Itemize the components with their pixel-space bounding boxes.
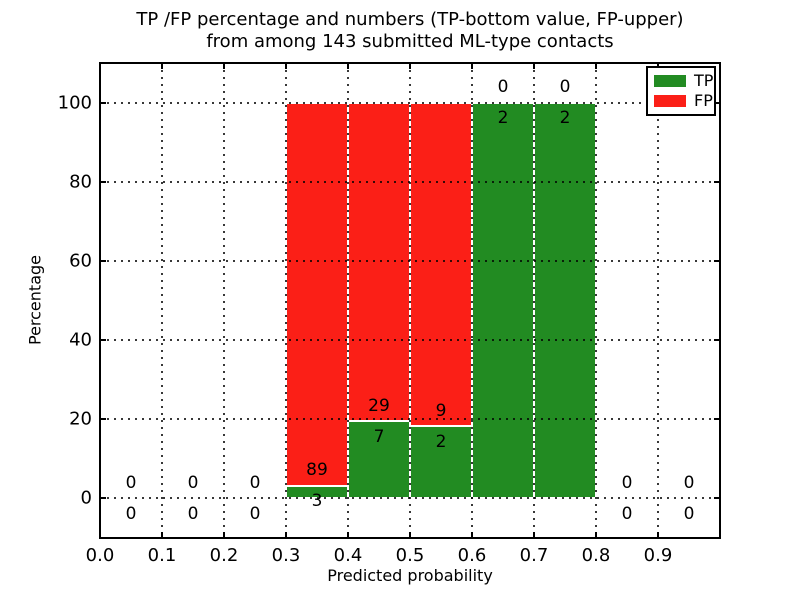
x-tick-bottom-1	[719, 532, 721, 538]
y-tick-left-100	[100, 101, 106, 104]
x-tick-bottom-0.9	[657, 532, 659, 538]
legend-row-fp: FP	[654, 92, 713, 109]
fp-bar-0.3-0.4	[286, 102, 348, 486]
x-tick-label-0.9: 0.9	[643, 545, 673, 566]
fp-count-label-0-0.1: 0	[125, 472, 137, 493]
fp-count-label-0.1-0.2: 0	[187, 472, 199, 493]
x-tick-bottom-0.4	[347, 532, 349, 538]
fp-count-label-0.9-1: 0	[683, 472, 695, 493]
x-tick-label-0.2: 0.2	[209, 545, 239, 566]
y-tick-label-0: 0	[80, 487, 92, 509]
x-tick-bottom-0.7	[533, 532, 535, 538]
x-tick-label-0.7: 0.7	[519, 545, 549, 566]
y-tick-label-20: 20	[69, 408, 92, 430]
fp-bar-0.5-0.6	[410, 102, 472, 427]
fp-count-label-0.3-0.4: 89	[306, 460, 328, 481]
y-tick-right-40	[714, 339, 720, 342]
x-tick-top-1	[719, 63, 721, 69]
tp-count-label-0.9-1: 0	[683, 503, 695, 524]
y-tick-left-60	[100, 259, 106, 262]
plot-area: 0 0 0 0 0 0 89 3 29 7 9 2 0 2 0 2 0 0 0 0 TP FP	[99, 62, 721, 539]
y-tick-label-100: 100	[57, 92, 92, 114]
y-tick-right-0	[714, 497, 720, 500]
y-tick-right-100	[714, 101, 720, 104]
tp-count-label-0.6-0.7: 2	[497, 108, 509, 129]
x-tick-top-0.2	[223, 63, 225, 69]
y-axis-label: Percentage	[25, 254, 45, 346]
legend: TP FP	[646, 66, 716, 116]
tp-count-label-0.5-0.6: 2	[435, 431, 447, 452]
x-tick-label-0.1: 0.1	[147, 545, 177, 566]
tp-count-label-0.2-0.3: 0	[249, 503, 261, 524]
tp-count-label-0.4-0.5: 7	[373, 426, 385, 447]
y-tick-label-40: 40	[69, 329, 92, 351]
fp-count-label-0.4-0.5: 29	[368, 396, 390, 417]
x-tick-top-0.4	[347, 63, 349, 69]
y-tick-left-40	[100, 339, 106, 342]
y-tick-left-20	[100, 418, 106, 421]
x-tick-bottom-0.6	[471, 532, 473, 538]
gridline-x-0.6	[471, 63, 473, 538]
gridline-x-0.5	[409, 63, 411, 538]
tp-legend-swatch	[654, 75, 686, 88]
gridline-x-0.8	[595, 63, 597, 538]
legend-row-tp: TP	[654, 73, 713, 89]
x-tick-bottom-0	[99, 532, 101, 538]
chart-title-line-1: TP /FP percentage and numbers (TP-bottom…	[136, 9, 684, 30]
y-tick-left-0	[100, 497, 106, 500]
x-tick-top-0.5	[409, 63, 411, 69]
gridline-x-0.2	[223, 63, 225, 538]
tp-legend-label: TP	[694, 71, 714, 91]
fp-count-label-0.7-0.8: 0	[559, 77, 571, 98]
tp-count-label-0.1-0.2: 0	[187, 503, 199, 524]
x-tick-top-0.1	[161, 63, 163, 69]
x-tick-label-0.6: 0.6	[457, 545, 487, 566]
x-tick-label-0.5: 0.5	[395, 545, 425, 566]
x-tick-top-0.3	[285, 63, 287, 69]
tp-count-label-0-0.1: 0	[125, 503, 137, 524]
x-tick-bottom-0.8	[595, 532, 597, 538]
y-tick-right-60	[714, 259, 720, 262]
x-tick-top-0	[99, 63, 101, 69]
gridline-x-0.7	[533, 63, 535, 538]
x-tick-top-0.6	[471, 63, 473, 69]
x-tick-bottom-0.5	[409, 532, 411, 538]
x-axis-label: Predicted probability	[327, 566, 493, 585]
y-tick-label-80: 80	[69, 171, 92, 193]
y-tick-left-80	[100, 180, 106, 183]
tp-count-label-0.8-0.9: 0	[621, 503, 633, 524]
x-tick-top-0.8	[595, 63, 597, 69]
y-tick-right-80	[714, 180, 720, 183]
fp-count-label-0.8-0.9: 0	[621, 472, 633, 493]
x-tick-bottom-0.3	[285, 532, 287, 538]
tp-bar-0.6-0.7	[472, 102, 534, 499]
x-tick-top-0.7	[533, 63, 535, 69]
chart-title: TP /FP percentage and numbers (TP-bottom…	[136, 9, 683, 53]
x-tick-bottom-0.1	[161, 532, 163, 538]
x-tick-label-0.8: 0.8	[581, 545, 611, 566]
tp-bar-0.7-0.8	[534, 102, 596, 499]
fp-legend-swatch	[654, 94, 686, 107]
fp-count-label-0.6-0.7: 0	[497, 77, 509, 98]
fp-count-label-0.2-0.3: 0	[249, 472, 261, 493]
gridline-x-0.1	[161, 63, 163, 538]
gridline-x-0.4	[347, 63, 349, 538]
y-tick-label-60: 60	[69, 250, 92, 272]
fp-legend-label: FP	[694, 90, 713, 110]
x-tick-bottom-0.2	[223, 532, 225, 538]
fp-count-label-0.5-0.6: 9	[435, 401, 447, 422]
x-tick-label-0.3: 0.3	[271, 545, 301, 566]
gridline-x-0.3	[285, 63, 287, 538]
gridline-x-0.9	[657, 63, 659, 538]
x-tick-label-0.4: 0.4	[333, 545, 363, 566]
x-tick-label-0.0: 0.0	[85, 545, 115, 566]
chart-title-line-2: from among 143 submitted ML-type contact…	[206, 31, 614, 52]
y-tick-right-20	[714, 418, 720, 421]
fp-bar-0.4-0.5	[348, 102, 410, 422]
tp-count-label-0.7-0.8: 2	[559, 108, 571, 129]
tp-count-label-0.3-0.4: 3	[311, 490, 323, 511]
